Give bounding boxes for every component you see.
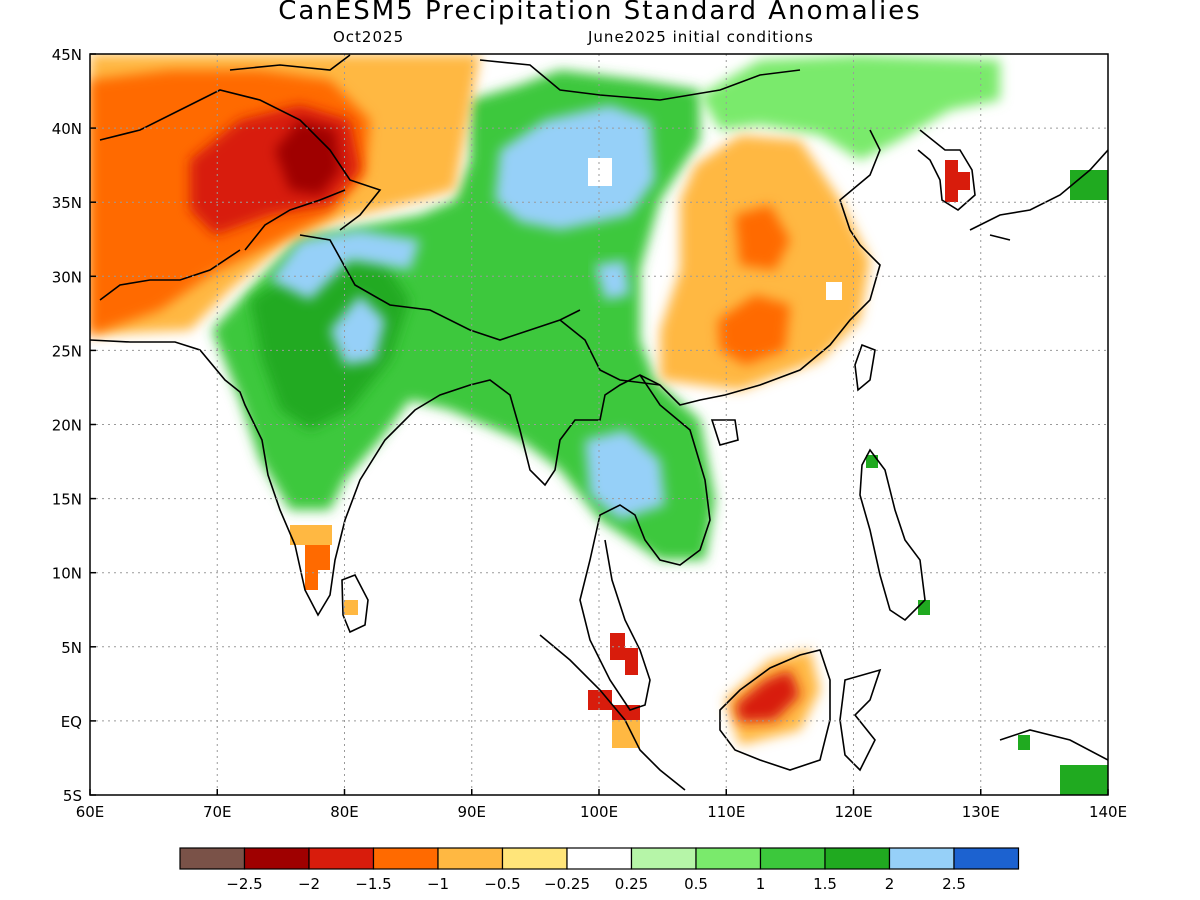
- colorbar-label: 1: [756, 875, 766, 893]
- y-tick-label: 45N: [52, 46, 82, 64]
- coastline-sulawesi: [839, 668, 882, 772]
- colorbar-label: 0.25: [615, 875, 648, 893]
- y-tick-label: 20N: [52, 417, 82, 435]
- colorbar-label: 2.5: [942, 875, 966, 893]
- colorbar-label: 2: [885, 875, 895, 893]
- y-axis: 45N 40N 35N 30N 25N 20N 15N 10N 5N EQ 5S: [52, 46, 96, 805]
- x-tick-label: 130E: [962, 803, 1000, 821]
- x-tick-label: 110E: [707, 803, 745, 821]
- wet-region-northeast: [700, 55, 1000, 160]
- colorbar-swatch: [759, 847, 826, 870]
- colorbar: −2.5 −2 −1.5 −1 −0.5 −0.25 0.25 0.5 1 1.5 2 2.5: [179, 847, 1020, 893]
- y-tick-label: 5N: [61, 639, 82, 657]
- colorbar-label: −0.25: [544, 875, 590, 893]
- wet-region-yunnan-blue: [595, 260, 630, 300]
- x-tick-label: 120E: [834, 803, 872, 821]
- coastline-arabian-sea: [90, 129, 881, 617]
- border-china-north: [229, 54, 801, 101]
- colorbar-label: −2.5: [226, 875, 262, 893]
- y-tick-label: 25N: [52, 342, 82, 360]
- wet-region-central-india-blue: [330, 295, 385, 365]
- gridlines: [90, 54, 1108, 795]
- valid-month-label: Oct2025: [333, 28, 405, 46]
- dry-region-china-core-s: [718, 295, 790, 365]
- y-tick-label: 10N: [52, 565, 82, 583]
- colorbar-swatch: [695, 847, 762, 870]
- dry-region-sumatra-fringe: [612, 720, 640, 748]
- colorbar-swatch: [372, 847, 439, 870]
- colorbar-swatch: [308, 847, 375, 870]
- wet-region-thailand-blue: [585, 430, 665, 520]
- coastline-sumatra: [539, 634, 686, 791]
- y-tick-label: 5S: [63, 787, 82, 805]
- wet-region-india-core: [250, 255, 410, 430]
- y-tick-label: 40N: [52, 120, 82, 138]
- colorbar-label: 0.5: [684, 875, 708, 893]
- x-axis: 60E 70E 80E 90E 100E 110E 120E 130E 140E: [76, 789, 1127, 821]
- x-tick-label: 100E: [580, 803, 618, 821]
- colorbar-swatch: [630, 847, 697, 870]
- coastline-hainan: [710, 419, 739, 446]
- dry-region-korea: [945, 160, 970, 202]
- colorbar-swatch: [824, 847, 891, 870]
- colorbar-label: −1.5: [355, 875, 391, 893]
- x-tick-label: 70E: [203, 803, 232, 821]
- y-tick-label: EQ: [61, 713, 82, 731]
- dry-region-sri-lanka: [344, 600, 358, 615]
- dry-region-south-india: [305, 545, 330, 590]
- colorbar-swatch: [179, 847, 246, 870]
- colorbar-swatch: [888, 847, 955, 870]
- x-tick-label: 140E: [1089, 803, 1127, 821]
- x-tick-label: 90E: [457, 803, 486, 821]
- coastline-sri-lanka: [341, 573, 369, 634]
- dry-region-sumatra: [588, 690, 640, 720]
- y-tick-label: 30N: [52, 268, 82, 286]
- coastline-indochina: [579, 374, 711, 711]
- colorbar-label: −1: [427, 875, 449, 893]
- dry-region-south-india-outer: [290, 525, 332, 545]
- dry-region-west-center: [275, 120, 340, 195]
- x-tick-label: 80E: [330, 803, 359, 821]
- initial-conditions-label: June2025 initial conditions: [588, 28, 814, 46]
- coastline-borneo: [719, 649, 831, 771]
- coastlines: [90, 54, 1108, 791]
- coastline-taiwan: [854, 343, 876, 392]
- y-tick-label: 35N: [52, 194, 82, 212]
- colorbar-swatch: [437, 847, 504, 870]
- colorbar-swatch: [243, 847, 310, 870]
- colorbar-swatch: [566, 847, 633, 870]
- y-tick-label: 15N: [52, 491, 82, 509]
- border-himalaya: [99, 89, 581, 341]
- colorbar-swatch: [501, 847, 568, 870]
- colorbar-label: −0.5: [484, 875, 520, 893]
- dry-region-malaya: [610, 633, 638, 675]
- white-hole-tibet: [588, 158, 612, 186]
- border-china-south: [559, 319, 661, 386]
- map-title: CanESM5 Precipitation Standard Anomalies: [278, 0, 922, 26]
- colorbar-label: −2: [298, 875, 320, 893]
- white-hole-china: [826, 282, 842, 300]
- x-tick-label: 60E: [76, 803, 105, 821]
- colorbar-swatch: [953, 847, 1020, 870]
- dry-region-china-core-n: [735, 205, 790, 270]
- dry-region-borneo-core: [735, 670, 800, 722]
- coastline-philippines: [859, 448, 926, 622]
- colorbar-label: 1.5: [813, 875, 837, 893]
- wet-region-tibet-blue: [495, 105, 655, 230]
- coastline-new-guinea: [999, 729, 1108, 761]
